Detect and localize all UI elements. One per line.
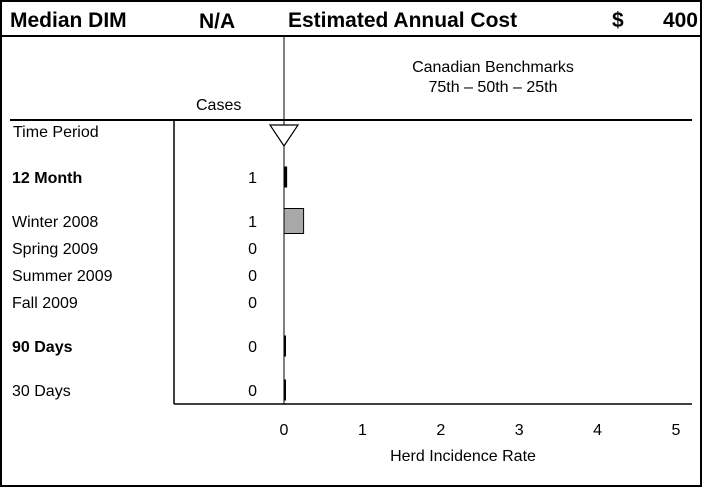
median-dim-value: N/A — [199, 10, 235, 33]
row-label: Winter 2008 — [12, 214, 98, 231]
x-tick-label: 4 — [593, 422, 602, 439]
x-axis-ticks: 0 1 2 3 4 5 — [280, 422, 681, 439]
row-label: 90 Days — [12, 339, 73, 356]
row-label: Fall 2009 — [12, 295, 78, 312]
benchmark-marker — [268, 124, 300, 148]
x-tick-label: 1 — [358, 422, 367, 439]
row-cases: 0 — [248, 339, 257, 356]
row-label: 30 Days — [12, 383, 71, 400]
row-cases: 1 — [248, 214, 257, 231]
cost-label: Estimated Annual Cost — [288, 9, 517, 32]
x-axis-label: Herd Incidence Rate — [390, 448, 536, 465]
benchmark-title: Canadian Benchmarks — [412, 59, 574, 76]
x-tick-label: 0 — [280, 422, 289, 439]
row-cases: 0 — [248, 268, 257, 285]
row-cases: 0 — [248, 241, 257, 258]
chart-rows: 12 Month 1 Winter 2008 1 Spring 2009 0 Summer … — [12, 166, 305, 401]
x-tick-label: 3 — [515, 422, 524, 439]
median-dim-label: Median DIM — [10, 9, 127, 32]
currency-symbol: $ — [612, 9, 624, 32]
row-cases: 0 — [248, 295, 257, 312]
cases-header: Cases — [196, 97, 241, 114]
row-cases: 0 — [248, 383, 257, 400]
incidence-bar — [284, 166, 288, 188]
row-label: Summer 2009 — [12, 268, 113, 285]
benchmark-subtitle: 75th – 50th – 25th — [429, 79, 558, 96]
incidence-bar — [283, 208, 305, 234]
time-period-header: Time Period — [13, 124, 99, 141]
row-cases: 1 — [248, 170, 257, 187]
incidence-bar — [284, 335, 286, 357]
row-label: Spring 2009 — [12, 241, 98, 258]
x-tick-label: 2 — [436, 422, 445, 439]
x-tick-label: 5 — [672, 422, 681, 439]
incidence-bar — [284, 379, 286, 401]
cost-value: 400 — [663, 9, 698, 32]
row-label: 12 Month — [12, 170, 82, 187]
